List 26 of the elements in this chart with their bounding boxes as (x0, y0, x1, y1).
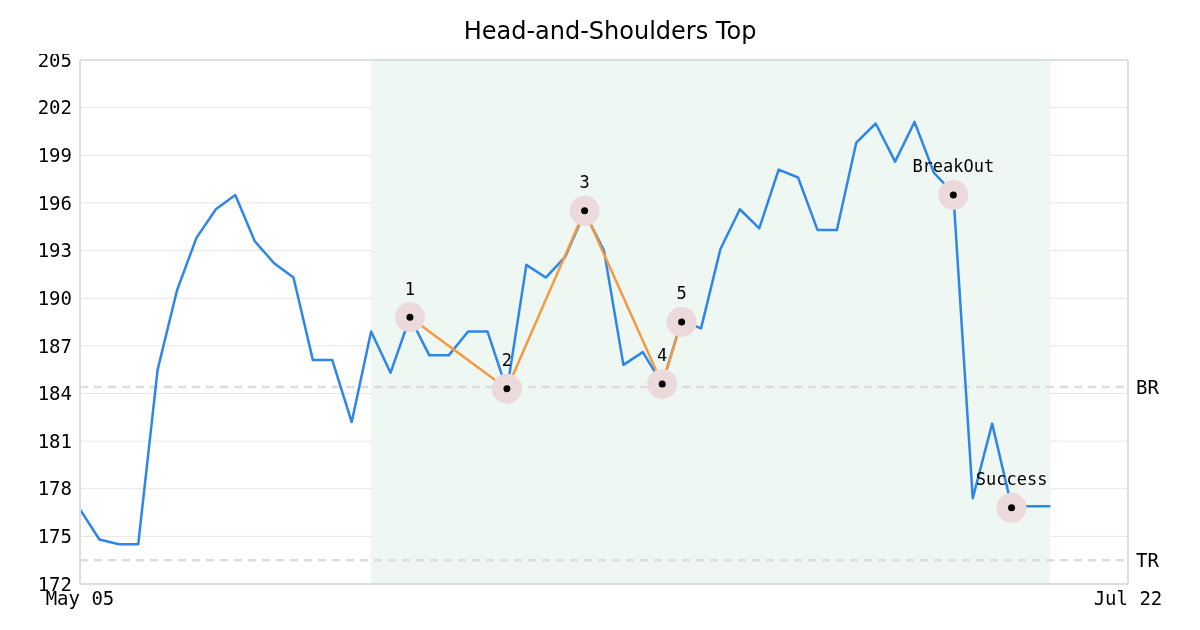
series-label: 5 (676, 283, 687, 304)
point (996, 492, 1027, 523)
y-tick-label: 196 (37, 191, 72, 214)
y-tick-label: 184 (37, 382, 72, 405)
y-tick-label: 181 (37, 429, 72, 452)
series-label: 3 (579, 172, 590, 193)
y-tick-label: 190 (37, 286, 72, 309)
point (647, 368, 678, 399)
y-tick-label: 175 (37, 525, 72, 548)
ref-line-label: BR (1136, 375, 1160, 398)
point (491, 373, 522, 404)
point (394, 302, 425, 333)
point (666, 307, 697, 337)
y-tick-label: 193 (37, 239, 72, 262)
y-tick-label: 199 (37, 144, 72, 167)
chart-title: Head-and-Shoulders Top (463, 17, 757, 45)
series-label: 2 (501, 350, 513, 371)
x-tick-label: Jul 22 (1093, 587, 1163, 610)
series-label: 4 (657, 345, 668, 366)
y-tick-label: 202 (37, 96, 72, 119)
y-tick-label: 178 (37, 477, 72, 500)
y-tick-label: 187 (37, 334, 72, 357)
ref-line-label: TR (1136, 548, 1160, 571)
point (569, 195, 600, 226)
series-label: 1 (404, 278, 416, 299)
point (938, 179, 969, 210)
